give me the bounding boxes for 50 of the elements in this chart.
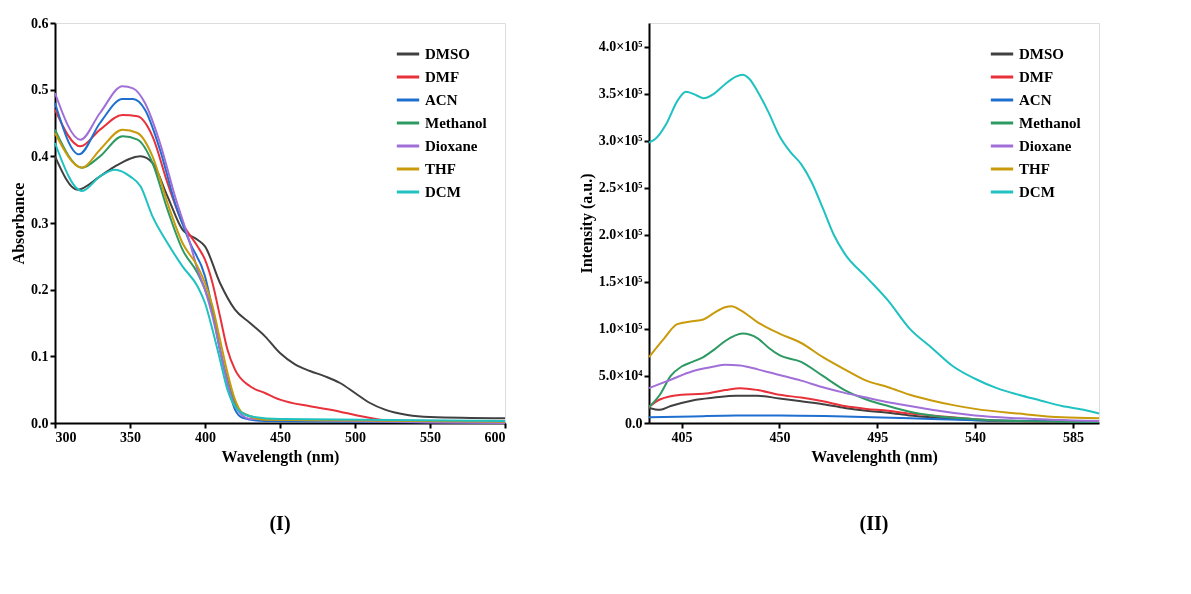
y-axis-title: Absorbance — [10, 182, 27, 265]
legend-label: DMF — [1019, 69, 1054, 85]
x-tick-label: 500 — [345, 429, 366, 445]
x-tick-label: 540 — [965, 429, 987, 445]
x-tick-label: 405 — [671, 429, 693, 445]
text: (II) — [859, 512, 889, 535]
y-tick-label: 1.5×10⁵ — [598, 274, 643, 290]
y-tick-label: 0.2 — [31, 282, 49, 298]
y-tick-label: 2.0×10⁵ — [598, 227, 643, 243]
y-tick-label: 0.4 — [31, 148, 49, 164]
x-axis-title: Wavelength (nm) — [221, 447, 340, 466]
x-tick-label: 350 — [120, 429, 141, 445]
y-tick-label: 3.0×10⁵ — [598, 133, 643, 149]
legend-label: DMSO — [425, 46, 470, 62]
y-tick-label: 0.1 — [31, 348, 49, 364]
legend-label: THF — [1019, 161, 1050, 177]
legend-label: DMF — [425, 69, 460, 85]
x-tick-label: 450 — [769, 429, 791, 445]
legend-label: ACN — [1019, 92, 1052, 108]
y-tick-label: 0.0 — [31, 415, 49, 431]
legend-label: DMSO — [1019, 46, 1064, 62]
legend-label: DCM — [1019, 184, 1055, 200]
y-tick-label: 2.5×10⁵ — [598, 180, 643, 196]
x-tick-label: 550 — [420, 429, 441, 445]
line-series — [648, 305, 1100, 420]
legend-label: Methanol — [425, 115, 487, 131]
y-tick-label: 0.6 — [31, 15, 49, 31]
legend-label: Dioxane — [1019, 138, 1072, 154]
legend-label: DCM — [425, 184, 461, 200]
x-axis-title: Wavelenghth (nm) — [811, 447, 938, 466]
y-tick-label: 5.0×10⁴ — [598, 368, 644, 384]
y-tick-label: 1.0×10⁵ — [598, 321, 643, 337]
y-tick-label: 4.0×10⁵ — [598, 39, 643, 55]
x-tick-label: 600 — [484, 429, 506, 445]
x-tick-label: 450 — [270, 429, 291, 445]
legend-label: THF — [425, 161, 456, 177]
x-tick-label: 300 — [55, 429, 77, 445]
y-tick-label: 0.3 — [31, 215, 49, 231]
x-tick-label: 585 — [1062, 429, 1084, 445]
y-tick-label: 0.0 — [625, 415, 643, 431]
x-tick-label: 400 — [195, 429, 216, 445]
line-series — [648, 73, 1100, 415]
y-axis-title: Intensity (a.u.) — [577, 173, 596, 274]
y-tick-label: 3.5×10⁵ — [598, 86, 643, 102]
legend-label: Methanol — [1019, 115, 1081, 131]
legend-label: ACN — [425, 92, 458, 108]
text: (I) — [269, 512, 291, 535]
y-tick-label: 0.5 — [31, 82, 49, 98]
x-tick-label: 495 — [867, 429, 889, 445]
legend-label: Dioxane — [425, 138, 478, 154]
